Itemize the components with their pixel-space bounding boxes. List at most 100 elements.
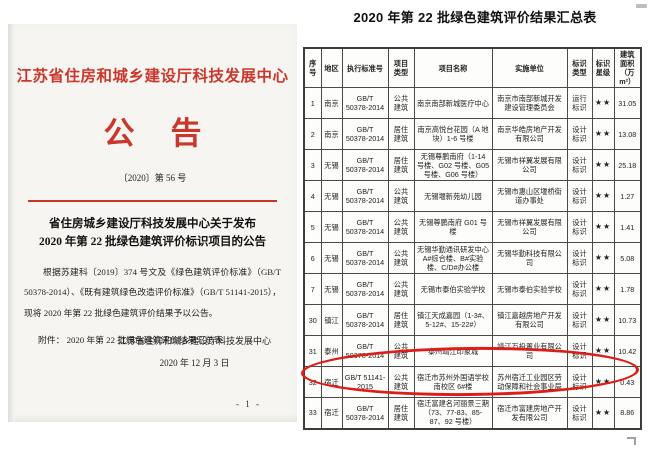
cell-region: 无锡 [320,149,343,181]
cell-label_type: 运行标识 [566,87,593,119]
cell-implementer: 无锡华勤科技有限公司 [491,242,568,274]
cell-label_type: 设计标识 [566,335,593,367]
column-header-3: 项目类型 [387,47,415,88]
announcement-heading: 省住房城乡建设厅科技发展中心关于发布 2020 年第 22 批绿色建筑评价标识项… [8,216,297,252]
announcement-page: 江苏省住房和城乡建设厅科技发展中心 公告 〔2020〕第 56 号 省住房城乡建… [8,24,297,422]
cell-region: 宿迁 [320,366,343,398]
cell-type: 居住建筑 [387,397,415,429]
cell-no: 3 [303,149,322,181]
cell-project: 无锡市泰伯实验学校 [413,273,493,305]
cell-stars: ★★ [591,273,615,305]
page-number: - 1 - [236,399,261,409]
cell-project: 无锡堰新苑幼儿园 [413,180,493,212]
cell-stars: ★★ [591,242,615,274]
cell-no: 5 [303,211,322,243]
cell-stars: ★★ [591,397,615,429]
cell-no: 30 [303,304,322,336]
cell-standard: GB/T 50378-2014 [341,149,389,181]
cell-area: 31.05 [613,87,642,119]
column-header-1: 地区 [320,47,343,88]
cell-project: 南京高悦台花园（A 地块）1-6 号楼 [413,118,493,150]
cell-area: 1.78 [613,273,642,305]
cell-no: 32 [303,366,322,398]
red-divider-rule [28,200,277,202]
cell-area: 5.08 [613,242,642,274]
table-row-3: 3 无锡 GB/T 50378-2014 居住建筑 无锡尊鹏南府（1-14 号楼、G02… [303,149,642,181]
cell-project: 宿迁富建名河丽景三期（73、77-83、85-87、92 号楼） [413,397,493,429]
cell-region: 无锡 [320,242,343,274]
cell-no: 7 [303,273,322,305]
cell-implementer: 镇江嘉越房地产开发有限公司 [491,304,568,336]
announcement-signature-block: 江苏省住房和城乡建设厅科技发展中心 2020 年 12 月 3 日 [118,334,271,369]
column-header-2: 执行标准号 [341,47,389,88]
cell-label_type: 设计标识 [566,211,593,243]
scan-artifact-top-right [636,4,647,8]
cell-no: 31 [303,335,322,367]
table-row-33: 33 宿迁 GB/T 50378-2014 居住建筑 宿迁富建名河丽景三期（73、77-… [303,397,642,429]
cell-no: 6 [303,242,322,274]
cell-type: 居住建筑 [387,118,415,150]
cell-region: 南京 [320,118,343,150]
cell-area: 25.18 [613,149,642,181]
cell-region: 无锡 [320,211,343,243]
cell-project: 泰州靖江印象城 [413,335,493,367]
table-row-30: 30 镇江 GB/T 50378-2014 居住建筑 镇江天成嘉园（1-3#、5-12#… [303,304,642,336]
table-row-7: 7 无锡 GB/T 50378-2014 公共建筑 无锡市泰伯实验学校 无锡市泰伯实验学校… [303,273,642,305]
cell-label_type: 设计标识 [566,118,593,150]
cell-area: 10.42 [613,335,642,367]
results-table-header: 序号 地区 执行标准号 项目类型 项目名称 实施单位 标识类型 标识星级 建筑面积（万m²） [303,47,642,88]
cell-standard: GB/T 50378-2014 [341,87,389,119]
cell-type: 公共建筑 [387,273,415,305]
cell-label_type: 设计标识 [566,242,593,274]
cell-stars: ★★ [591,180,615,212]
cell-project: 南京南部新城医疗中心 [413,87,493,119]
cell-area: 8.86 [613,397,642,429]
cell-stars: ★★ [591,149,615,181]
cell-project: 无锡尊鹏南府（1-14 号楼、G02 号楼、G05 号楼、G06 号楼） [413,149,493,181]
results-table: 序号 地区 执行标准号 项目类型 项目名称 实施单位 标识类型 标识星级 建筑面积（万m²） 1… [303,47,642,430]
cell-stars: ★★ [591,87,615,119]
cell-standard: GB/T 51141-2015 [341,366,389,398]
cell-implementer: 无锡市惠山区堰桥街道办事处 [491,180,568,212]
cell-stars: ★★ [591,211,615,243]
cell-label_type: 设计标识 [566,366,593,398]
cell-label_type: 设计标识 [566,273,593,305]
announcement-doc-number: 〔2020〕第 56 号 [118,173,187,183]
cell-label_type: 设计标识 [566,304,593,336]
cell-type: 公共建筑 [387,87,415,119]
cell-standard: GB/T 50378-2014 [341,273,389,305]
cell-area: 13.08 [613,118,642,150]
cell-no: 33 [303,397,322,429]
cell-label_type: 设计标识 [566,180,593,212]
cell-implementer: 靖江万投置业有限公司 [491,335,568,367]
announcement-signature: 江苏省住房和城乡建设厅科技发展中心 [117,336,271,346]
cell-area: 10.73 [613,304,642,336]
cell-standard: GB/T 50378-2014 [341,118,389,150]
cell-no: 2 [303,118,322,150]
column-header-5: 实施单位 [491,47,568,88]
cell-standard: GB/T 50378-2014 [341,335,389,367]
cell-standard: GB/T 50378-2014 [341,211,389,243]
cell-implementer: 南京市南部新城开发建设管理委员会 [491,87,568,119]
cell-type: 公共建筑 [387,211,415,243]
table-row-2: 2 南京 GB/T 50378-2014 居住建筑 南京高悦台花园（A 地块）1-6 号… [303,118,642,150]
cell-stars: ★★ [591,118,615,150]
table-row-5: 5 无锡 GB/T 50378-2014 公共建筑 无锡尊鹏南府 G01 号楼 无锡市祥翼… [303,211,642,243]
cell-area: 0.43 [613,366,642,398]
announcement-title: 公告 [103,116,238,151]
cell-implementer: 无锡市泰伯实验学校 [491,273,568,305]
cell-standard: GB/T 50378-2014 [341,180,389,212]
table-row-4: 4 无锡 GB/T 50378-2014 公共建筑 无锡堰新苑幼儿园 无锡市惠山区堰桥街道… [303,180,642,212]
cell-implementer: 无锡市祥翼发展有限公司 [491,149,568,181]
cell-region: 宿迁 [320,397,343,429]
results-table-body: 1 南京 GB/T 50378-2014 公共建筑 南京南部新城医疗中心 南京市南部新城开… [303,87,642,429]
scan-artifact-bottom-right [627,437,636,445]
cell-type: 公共建筑 [387,366,415,398]
cell-area: 1.41 [613,211,642,243]
cell-no: 4 [303,180,322,212]
cell-standard: GB/T 50378-2014 [341,242,389,274]
cell-project: 无锡尊鹏南府 G01 号楼 [413,211,493,243]
cell-stars: ★★ [591,335,615,367]
column-header-6: 标识类型 [566,47,593,88]
table-row-6: 6 无锡 GB/T 50378-2014 公共建筑 无锡华勤通讯研发中心 A#综合楼、B… [303,242,642,274]
